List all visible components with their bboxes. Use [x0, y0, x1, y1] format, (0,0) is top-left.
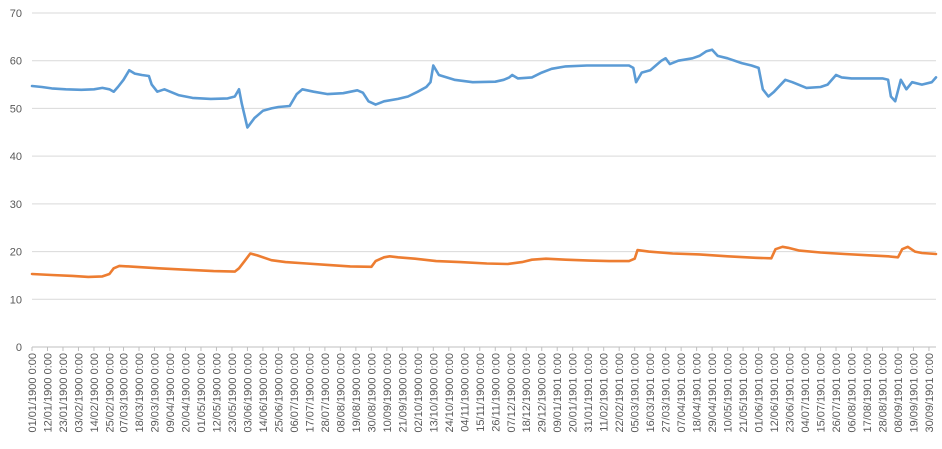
x-tick-label: 29/03/1900 0:00 — [150, 353, 162, 433]
series-line-2 — [30, 245, 938, 279]
x-tick-label: 22/02/1901 0:00 — [614, 353, 626, 433]
x-tick-label: 10/09/1900 0:00 — [382, 353, 394, 433]
y-tick-label: 20 — [10, 247, 22, 259]
x-tick-label: 01/05/1900 0:00 — [196, 353, 208, 433]
y-tick-label: 60 — [10, 56, 22, 68]
x-tick-label: 28/08/1901 0:00 — [877, 353, 889, 433]
x-tick-label: 03/06/1900 0:00 — [242, 353, 254, 433]
x-tick-label: 18/03/1900 0:00 — [134, 353, 146, 433]
x-tick-label: 25/06/1900 0:00 — [273, 353, 285, 433]
x-tick-label: 07/04/1901 0:00 — [676, 353, 688, 433]
x-tick-label: 08/09/1901 0:00 — [893, 353, 905, 433]
x-tick-label: 12/01/1900 0:00 — [42, 353, 54, 433]
x-tick-label: 15/11/1900 0:00 — [475, 353, 487, 432]
y-axis: 0 10 20 30 40 50 60 70 — [10, 8, 22, 354]
y-tick-label: 70 — [10, 8, 22, 20]
x-tick-label: 23/06/1901 0:00 — [785, 353, 797, 433]
y-tick-label: 10 — [10, 294, 22, 306]
x-tick-label: 18/12/1900 0:00 — [521, 353, 533, 433]
x-axis: 01/01/1900 0:00 12/01/1900 0:00 23/01/1900… — [27, 347, 936, 433]
y-tick-label: 40 — [10, 151, 22, 163]
x-tick-label: 09/01/1901 0:00 — [552, 353, 564, 433]
gridlines — [32, 12, 936, 348]
x-tick-label: 23/01/1900 0:00 — [58, 353, 70, 433]
x-tick-label: 15/07/1901 0:00 — [816, 353, 828, 433]
x-tick-label: 17/07/1900 0:00 — [304, 353, 316, 433]
x-tick-label: 23/05/1900 0:00 — [227, 353, 239, 433]
x-tick-label: 21/09/1900 0:00 — [397, 353, 409, 433]
x-tick-label: 01/06/1901 0:00 — [754, 353, 766, 433]
x-tick-label: 20/04/1900 0:00 — [180, 353, 192, 433]
x-tick-label: 27/03/1901 0:00 — [661, 353, 673, 433]
x-tick-label: 03/02/1900 0:00 — [73, 353, 85, 433]
x-tick-label: 02/10/1900 0:00 — [413, 353, 425, 433]
x-tick-label: 08/08/1900 0:00 — [335, 353, 347, 433]
x-tick-label: 16/03/1901 0:00 — [645, 353, 657, 433]
x-tick-label: 14/02/1900 0:00 — [89, 353, 101, 433]
x-tick-label: 12/06/1901 0:00 — [769, 353, 781, 433]
x-tick-label: 17/08/1901 0:00 — [862, 353, 874, 433]
x-tick-label: 05/03/1901 0:00 — [630, 353, 642, 433]
x-tick-label: 24/10/1900 0:00 — [444, 353, 456, 433]
x-tick-label: 11/02/1901 0:00 — [599, 353, 611, 432]
x-tick-label: 06/07/1900 0:00 — [289, 353, 301, 433]
x-tick-label: 01/01/1900 0:00 — [27, 353, 39, 433]
x-tick-label: 21/05/1901 0:00 — [738, 353, 750, 433]
x-tick-label: 07/12/1900 0:00 — [506, 353, 518, 433]
x-tick-label: 28/07/1900 0:00 — [320, 353, 332, 433]
y-tick-label: 0 — [16, 342, 22, 354]
x-tick-label: 30/08/1900 0:00 — [366, 353, 378, 433]
x-tick-label: 07/03/1900 0:00 — [119, 353, 131, 433]
x-tick-label: 29/04/1901 0:00 — [707, 353, 719, 433]
x-tick-label: 09/04/1900 0:00 — [165, 353, 177, 433]
x-tick-label: 30/09/1901 0:00 — [924, 353, 936, 433]
x-tick-label: 25/02/1900 0:00 — [104, 353, 116, 433]
x-tick-label: 29/12/1900 0:00 — [537, 353, 549, 433]
x-tick-label: 26/11/1900 0:00 — [490, 353, 502, 432]
series-line-1 — [30, 48, 938, 129]
x-tick-label: 04/11/1900 0:00 — [459, 353, 471, 432]
x-tick-label: 26/07/1901 0:00 — [831, 353, 843, 433]
x-tick-label: 10/05/1901 0:00 — [723, 353, 735, 433]
x-tick-label: 12/05/1900 0:00 — [211, 353, 223, 433]
x-tick-label: 04/07/1901 0:00 — [800, 353, 812, 433]
x-tick-label: 13/10/1900 0:00 — [428, 353, 440, 433]
x-tick-label: 18/04/1901 0:00 — [692, 353, 704, 433]
x-tick-label: 06/08/1901 0:00 — [847, 353, 859, 433]
x-tick-label: 19/08/1900 0:00 — [351, 353, 363, 433]
x-tick-label: 14/06/1900 0:00 — [258, 353, 270, 433]
x-tick-label: 19/09/1901 0:00 — [908, 353, 920, 433]
x-tick-label: 31/01/1901 0:00 — [583, 353, 595, 433]
y-tick-label: 30 — [10, 199, 22, 211]
x-tick-label: 20/01/1901 0:00 — [568, 353, 580, 433]
y-tick-label: 50 — [10, 103, 22, 115]
